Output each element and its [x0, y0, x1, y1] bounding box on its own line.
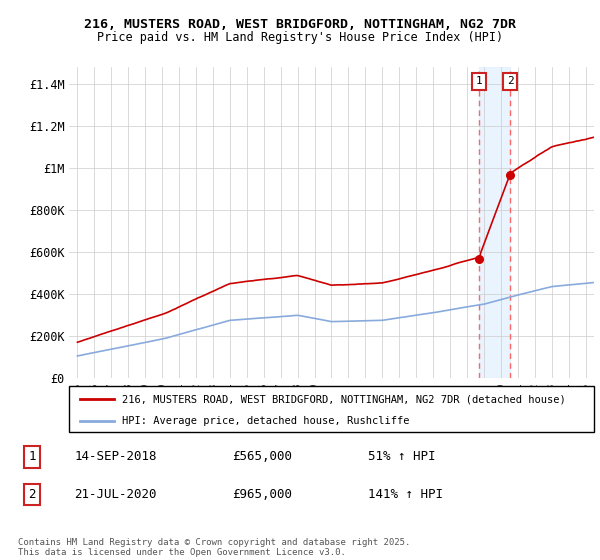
Text: Contains HM Land Registry data © Crown copyright and database right 2025.
This d: Contains HM Land Registry data © Crown c… [18, 538, 410, 557]
Bar [479, 67, 510, 378]
Text: 21-JUL-2020: 21-JUL-2020 [74, 488, 157, 501]
Text: 216, MUSTERS ROAD, WEST BRIDGFORD, NOTTINGHAM, NG2 7DR (detached house): 216, MUSTERS ROAD, WEST BRIDGFORD, NOTTI… [121, 394, 565, 404]
Text: Price paid vs. HM Land Registry's House Price Index (HPI): Price paid vs. HM Land Registry's House … [97, 31, 503, 44]
Text: 2: 2 [28, 488, 36, 501]
Text: 1: 1 [28, 450, 36, 463]
Text: £565,000: £565,000 [232, 450, 292, 463]
Text: £965,000: £965,000 [232, 488, 292, 501]
Text: 14-SEP-2018: 14-SEP-2018 [74, 450, 157, 463]
Text: HPI: Average price, detached house, Rushcliffe: HPI: Average price, detached house, Rush… [121, 416, 409, 426]
Text: 1: 1 [476, 76, 482, 86]
Text: 216, MUSTERS ROAD, WEST BRIDGFORD, NOTTINGHAM, NG2 7DR: 216, MUSTERS ROAD, WEST BRIDGFORD, NOTTI… [84, 18, 516, 31]
Text: 141% ↑ HPI: 141% ↑ HPI [368, 488, 443, 501]
Text: 51% ↑ HPI: 51% ↑ HPI [368, 450, 435, 463]
Text: 2: 2 [507, 76, 514, 86]
